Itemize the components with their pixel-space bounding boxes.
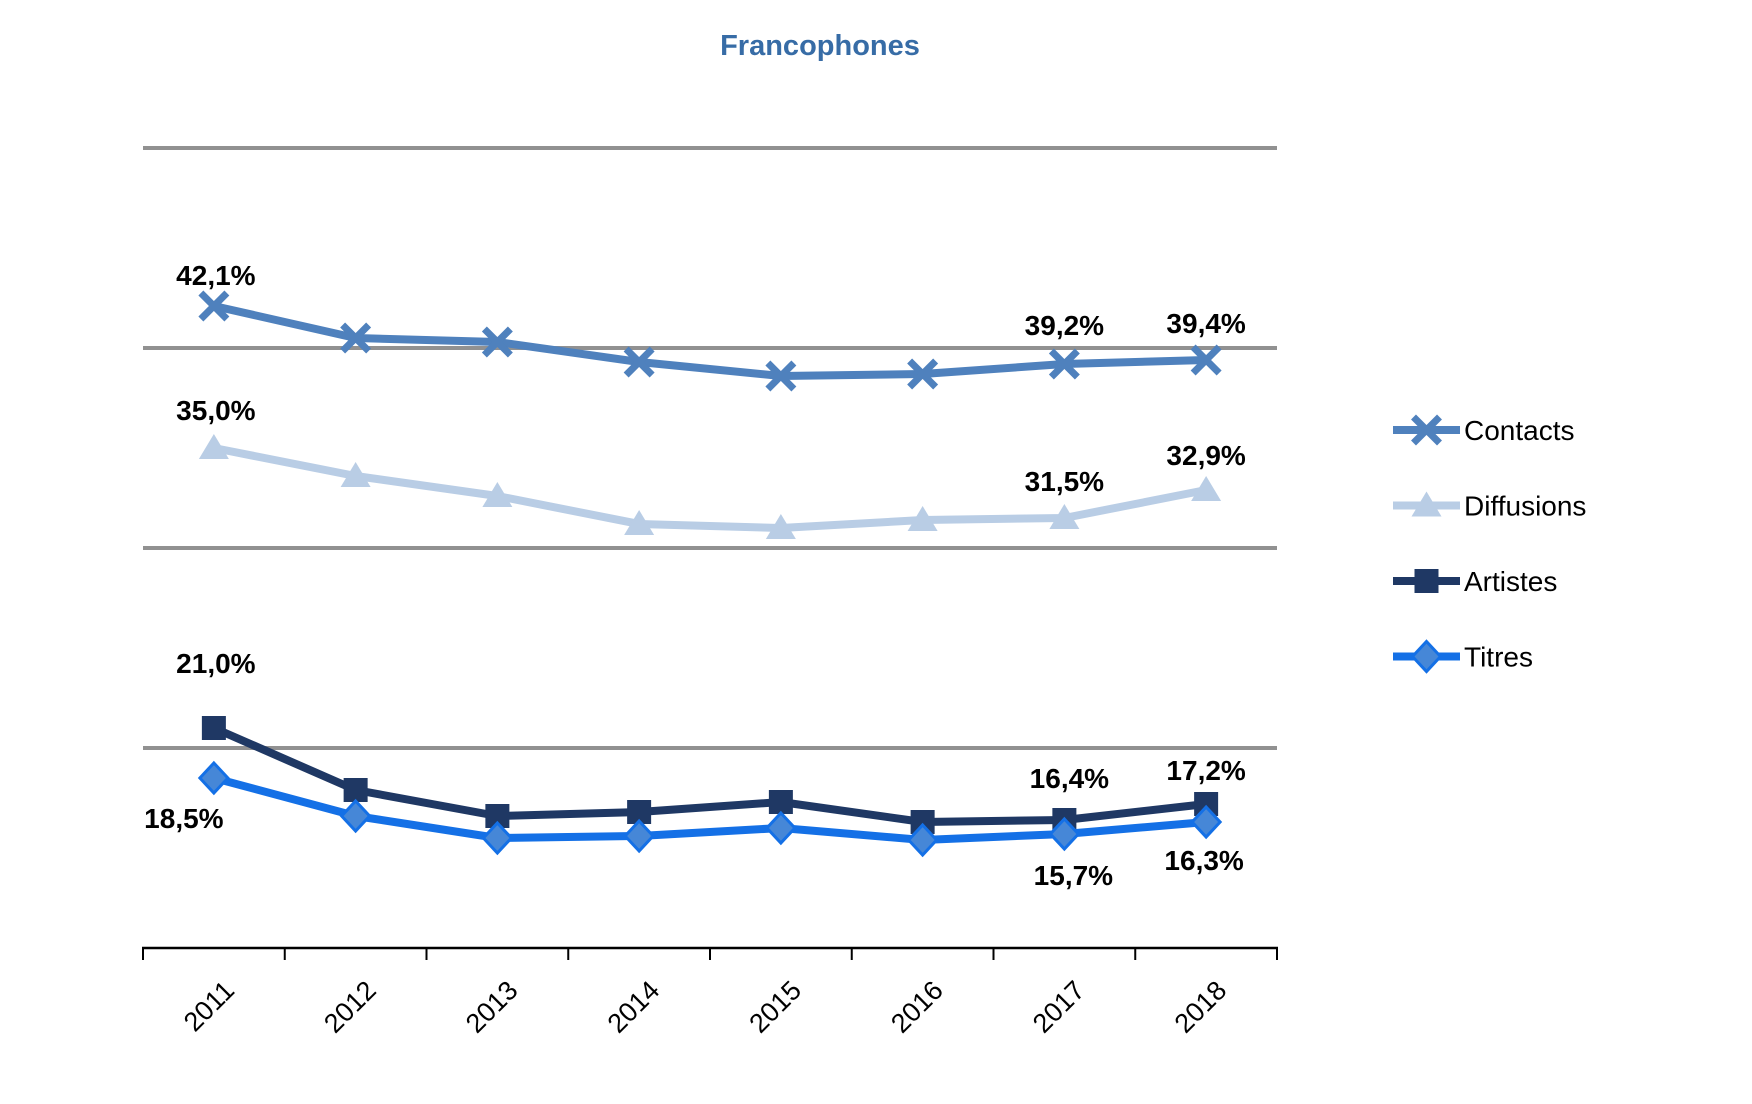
x-marker [198, 290, 230, 322]
legend-label-contacts: Contacts [1464, 415, 1575, 446]
series-line-diffusions [209, 444, 1211, 532]
legend-label-diffusions: Diffusions [1464, 491, 1586, 522]
square-marker [1414, 569, 1439, 593]
value-label-artistes-2017: 16,4% [1030, 763, 1109, 794]
value-label-contacts-2017: 39,2% [1025, 310, 1104, 341]
series-line-titres [209, 774, 1211, 844]
x-axis-label-2011: 2011 [178, 975, 240, 1037]
diamond-marker [623, 818, 656, 854]
diamond-marker [1410, 639, 1443, 674]
series-line-artistes [209, 724, 1211, 826]
triangle-marker [1411, 491, 1442, 517]
value-label-diffusions-2018: 32,9% [1166, 440, 1245, 471]
triangle-marker [907, 506, 938, 531]
x-marker [907, 358, 939, 390]
triangle-marker [198, 434, 229, 459]
triangle-marker [765, 514, 796, 539]
x-marker [623, 346, 655, 378]
x-axis-label-2017: 2017 [1027, 975, 1091, 1039]
diamond-marker [1190, 804, 1223, 840]
value-label-titres-2011: 18,5% [144, 803, 223, 834]
diamond-marker [1048, 816, 1081, 852]
diamond-marker [764, 810, 797, 846]
x-axis-label-2012: 2012 [318, 975, 382, 1039]
x-axis-label-2013: 2013 [460, 975, 524, 1039]
triangle-marker [1049, 504, 1080, 529]
value-label-diffusions-2011: 35,0% [176, 395, 255, 426]
diamond-marker [339, 798, 372, 834]
chart-title: Francophones [720, 30, 920, 62]
diamond-marker [197, 760, 230, 796]
x-marker [1411, 414, 1442, 446]
x-axis-label-2015: 2015 [743, 975, 807, 1039]
square-marker [201, 716, 226, 740]
x-marker [765, 360, 797, 392]
x-marker [481, 326, 513, 358]
value-label-contacts-2018: 39,4% [1166, 308, 1245, 339]
x-axis-label-2014: 2014 [602, 975, 666, 1039]
x-marker [1190, 344, 1222, 376]
diamond-marker [481, 820, 514, 856]
value-label-diffusions-2017: 31,5% [1025, 466, 1104, 497]
square-marker [768, 790, 793, 814]
x-marker [340, 322, 372, 354]
value-label-contacts-2011: 42,1% [176, 260, 255, 291]
value-label-artistes-2018: 17,2% [1166, 755, 1245, 786]
x-marker [1048, 348, 1080, 380]
x-axis-label-2018: 2018 [1169, 975, 1233, 1039]
triangle-marker [624, 510, 655, 535]
legend-label-titres: Titres [1464, 642, 1533, 673]
diamond-marker [906, 822, 939, 858]
series-line-contacts [209, 302, 1211, 380]
square-marker [343, 778, 368, 802]
value-label-titres-2017: 15,7% [1034, 860, 1113, 891]
triangle-marker [1191, 476, 1222, 501]
legend-label-artistes: Artistes [1464, 566, 1557, 597]
value-label-titres-2018: 16,3% [1164, 845, 1243, 876]
value-label-artistes-2011: 21,0% [176, 648, 255, 679]
x-axis-label-2016: 2016 [885, 975, 949, 1039]
triangle-marker [340, 462, 371, 487]
triangle-marker [482, 482, 513, 507]
